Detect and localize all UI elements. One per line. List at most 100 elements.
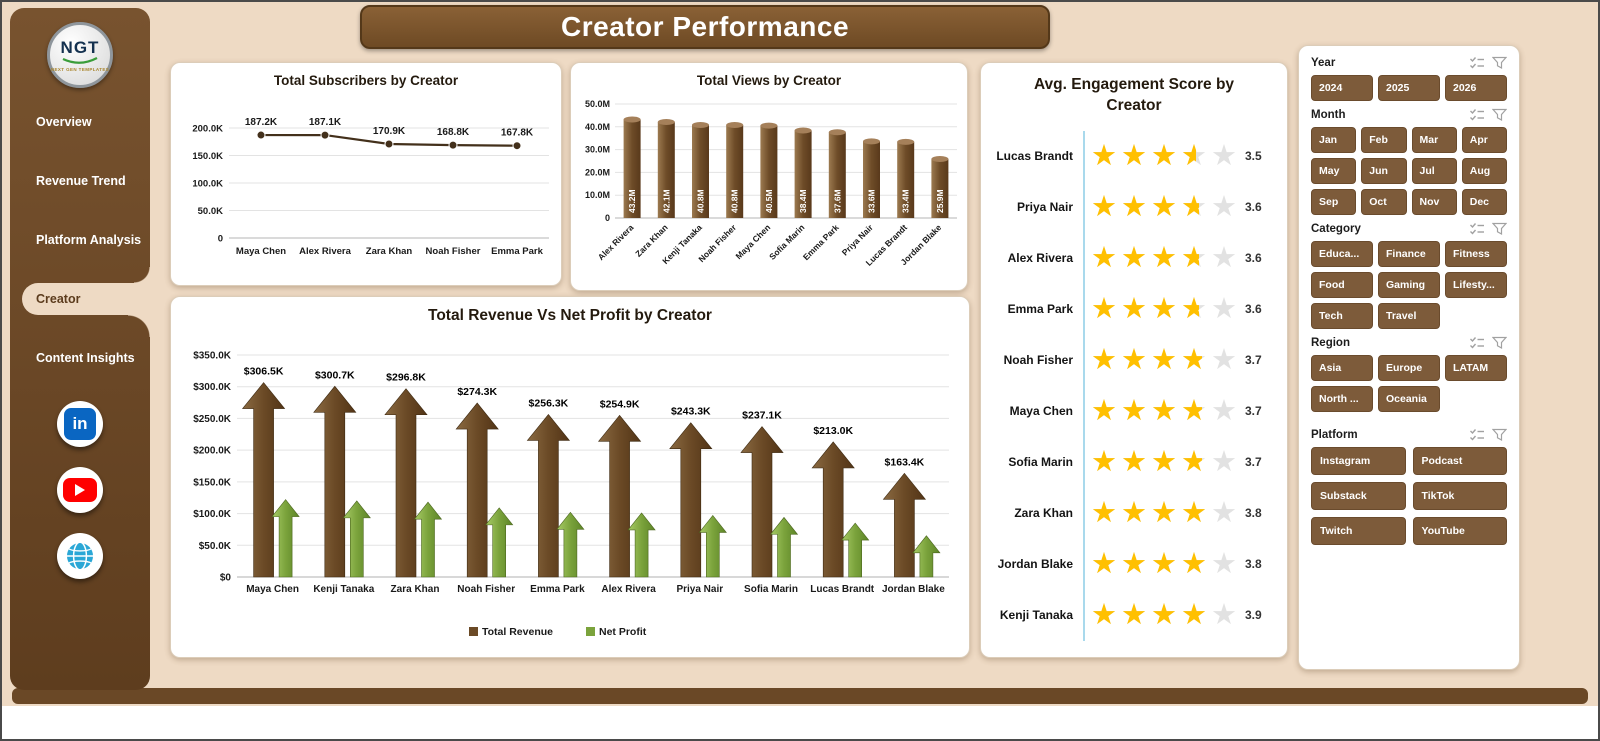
views-bar[interactable]: 43.2M bbox=[623, 116, 641, 218]
profit-arrow[interactable] bbox=[912, 535, 941, 578]
website-button[interactable] bbox=[57, 533, 103, 579]
select-all-icon[interactable] bbox=[1469, 108, 1485, 122]
filter-option-lifesty[interactable]: Lifesty... bbox=[1445, 272, 1507, 298]
revenue-arrow[interactable] bbox=[811, 441, 855, 578]
profit-arrow[interactable] bbox=[627, 512, 656, 578]
profit-arrow[interactable] bbox=[556, 511, 585, 578]
revenue-arrow[interactable] bbox=[597, 414, 642, 578]
sidebar-item-platform-analysis[interactable]: Platform Analysis bbox=[36, 233, 142, 247]
select-all-icon[interactable] bbox=[1469, 56, 1485, 70]
engagement-row[interactable]: Jordan Blake★★★★★★★★★★3.8 bbox=[995, 538, 1281, 590]
views-bar[interactable]: 40.8M bbox=[692, 121, 709, 218]
x-axis-tick: Emma Park bbox=[530, 584, 585, 595]
filter-option-jan[interactable]: Jan bbox=[1311, 127, 1357, 153]
views-bar[interactable]: 25.9M bbox=[931, 155, 949, 218]
filter-option-tiktok[interactable]: TikTok bbox=[1412, 482, 1507, 510]
filter-option-latam[interactable]: LATAM bbox=[1445, 355, 1507, 381]
data-point[interactable] bbox=[384, 139, 394, 149]
engagement-row[interactable]: Maya Chen★★★★★★★★★★3.7 bbox=[995, 385, 1281, 437]
engagement-row[interactable]: Zara Khan★★★★★★★★★★3.8 bbox=[995, 487, 1281, 539]
star-icon: ★★ bbox=[1121, 548, 1147, 581]
engagement-row[interactable]: Kenji Tanaka★★★★★★★★★★3.9 bbox=[995, 589, 1281, 641]
data-point[interactable] bbox=[256, 130, 266, 140]
sidebar-item-revenue-trend[interactable]: Revenue Trend bbox=[36, 174, 126, 188]
select-all-icon[interactable] bbox=[1469, 336, 1485, 350]
filter-option-youtube[interactable]: YouTube bbox=[1412, 517, 1507, 545]
views-bar[interactable]: 37.6M bbox=[828, 129, 846, 218]
linkedin-button[interactable]: in bbox=[57, 401, 103, 447]
filter-option-travel[interactable]: Travel bbox=[1378, 303, 1440, 329]
data-point[interactable] bbox=[448, 140, 458, 150]
clear-filter-icon[interactable] bbox=[1492, 428, 1507, 442]
clear-filter-icon[interactable] bbox=[1492, 336, 1507, 350]
filter-option-europe[interactable]: Europe bbox=[1378, 355, 1440, 381]
views-bar[interactable]: 38.4M bbox=[794, 127, 812, 218]
clear-filter-icon[interactable] bbox=[1492, 108, 1507, 122]
profit-arrow[interactable] bbox=[769, 516, 799, 578]
views-bar[interactable]: 33.6M bbox=[863, 138, 880, 218]
filter-option-2025[interactable]: 2025 bbox=[1378, 75, 1440, 101]
filter-option-instagram[interactable]: Instagram bbox=[1311, 447, 1406, 475]
profit-arrow[interactable] bbox=[271, 499, 300, 578]
filter-option-educa[interactable]: Educa... bbox=[1311, 241, 1373, 267]
filter-option-aug[interactable]: Aug bbox=[1461, 158, 1507, 184]
filter-option-tech[interactable]: Tech bbox=[1311, 303, 1373, 329]
engagement-row[interactable]: Lucas Brandt★★★★★★★★★★3.5 bbox=[995, 130, 1281, 182]
filter-option-dec[interactable]: Dec bbox=[1461, 189, 1507, 215]
youtube-button[interactable] bbox=[57, 467, 103, 513]
clear-filter-icon[interactable] bbox=[1492, 222, 1507, 236]
revenue-arrow[interactable] bbox=[241, 382, 286, 578]
filter-option-fitness[interactable]: Fitness bbox=[1445, 241, 1507, 267]
filter-option-jul[interactable]: Jul bbox=[1411, 158, 1457, 184]
star-icon: ★★ bbox=[1121, 599, 1147, 632]
profit-arrow[interactable] bbox=[485, 507, 514, 578]
profit-arrow[interactable] bbox=[841, 522, 870, 578]
filter-option-sep[interactable]: Sep bbox=[1311, 189, 1357, 215]
filter-option-finance[interactable]: Finance bbox=[1378, 241, 1440, 267]
views-bar[interactable]: 40.5M bbox=[760, 122, 778, 218]
engagement-row[interactable]: Emma Park★★★★★★★★★★3.6 bbox=[995, 283, 1281, 335]
filter-option-mar[interactable]: Mar bbox=[1411, 127, 1457, 153]
filter-option-gaming[interactable]: Gaming bbox=[1378, 272, 1440, 298]
profit-arrow[interactable] bbox=[698, 514, 727, 578]
filter-option-oceania[interactable]: Oceania bbox=[1378, 386, 1440, 412]
clear-filter-icon[interactable] bbox=[1492, 56, 1507, 70]
filter-option-substack[interactable]: Substack bbox=[1311, 482, 1406, 510]
filter-option-food[interactable]: Food bbox=[1311, 272, 1373, 298]
filter-option-2024[interactable]: 2024 bbox=[1311, 75, 1373, 101]
filter-option-jun[interactable]: Jun bbox=[1361, 158, 1407, 184]
revenue-arrow[interactable] bbox=[526, 413, 571, 578]
filter-option-north[interactable]: North ... bbox=[1311, 386, 1373, 412]
select-all-icon[interactable] bbox=[1469, 428, 1485, 442]
filter-option-oct[interactable]: Oct bbox=[1361, 189, 1407, 215]
profit-arrow[interactable] bbox=[342, 500, 371, 578]
revenue-arrow[interactable] bbox=[669, 422, 713, 578]
engagement-row[interactable]: Sofia Marin★★★★★★★★★★3.7 bbox=[995, 436, 1281, 488]
filter-option-nov[interactable]: Nov bbox=[1411, 189, 1457, 215]
revenue-arrow[interactable] bbox=[455, 402, 499, 578]
filter-option-podcast[interactable]: Podcast bbox=[1412, 447, 1507, 475]
filter-option-feb[interactable]: Feb bbox=[1361, 127, 1407, 153]
sidebar-item-content-insights[interactable]: Content Insights bbox=[36, 351, 135, 365]
revenue-arrow[interactable] bbox=[313, 385, 357, 578]
revenue-arrow[interactable] bbox=[882, 472, 927, 578]
data-point[interactable] bbox=[320, 130, 330, 140]
engagement-row[interactable]: Noah Fisher★★★★★★★★★★3.7 bbox=[995, 334, 1281, 386]
filter-option-asia[interactable]: Asia bbox=[1311, 355, 1373, 381]
views-bar[interactable]: 33.4M bbox=[897, 138, 915, 218]
data-point[interactable] bbox=[512, 141, 522, 151]
select-all-icon[interactable] bbox=[1469, 222, 1485, 236]
views-bar[interactable]: 40.8M bbox=[726, 121, 744, 218]
filter-option-2026[interactable]: 2026 bbox=[1445, 75, 1507, 101]
filter-option-may[interactable]: May bbox=[1311, 158, 1357, 184]
views-bar[interactable]: 42.1M bbox=[657, 119, 675, 218]
sidebar-item-overview[interactable]: Overview bbox=[36, 115, 92, 129]
filter-option-apr[interactable]: Apr bbox=[1461, 127, 1507, 153]
engagement-row[interactable]: Alex Rivera★★★★★★★★★★3.6 bbox=[995, 232, 1281, 284]
profit-arrow[interactable] bbox=[413, 501, 443, 578]
sidebar-item-creator[interactable]: Creator bbox=[22, 267, 150, 337]
engagement-row[interactable]: Priya Nair★★★★★★★★★★3.6 bbox=[995, 181, 1281, 233]
filter-option-twitch[interactable]: Twitch bbox=[1311, 517, 1406, 545]
revenue-arrow[interactable] bbox=[384, 388, 428, 578]
revenue-arrow[interactable] bbox=[740, 426, 784, 578]
